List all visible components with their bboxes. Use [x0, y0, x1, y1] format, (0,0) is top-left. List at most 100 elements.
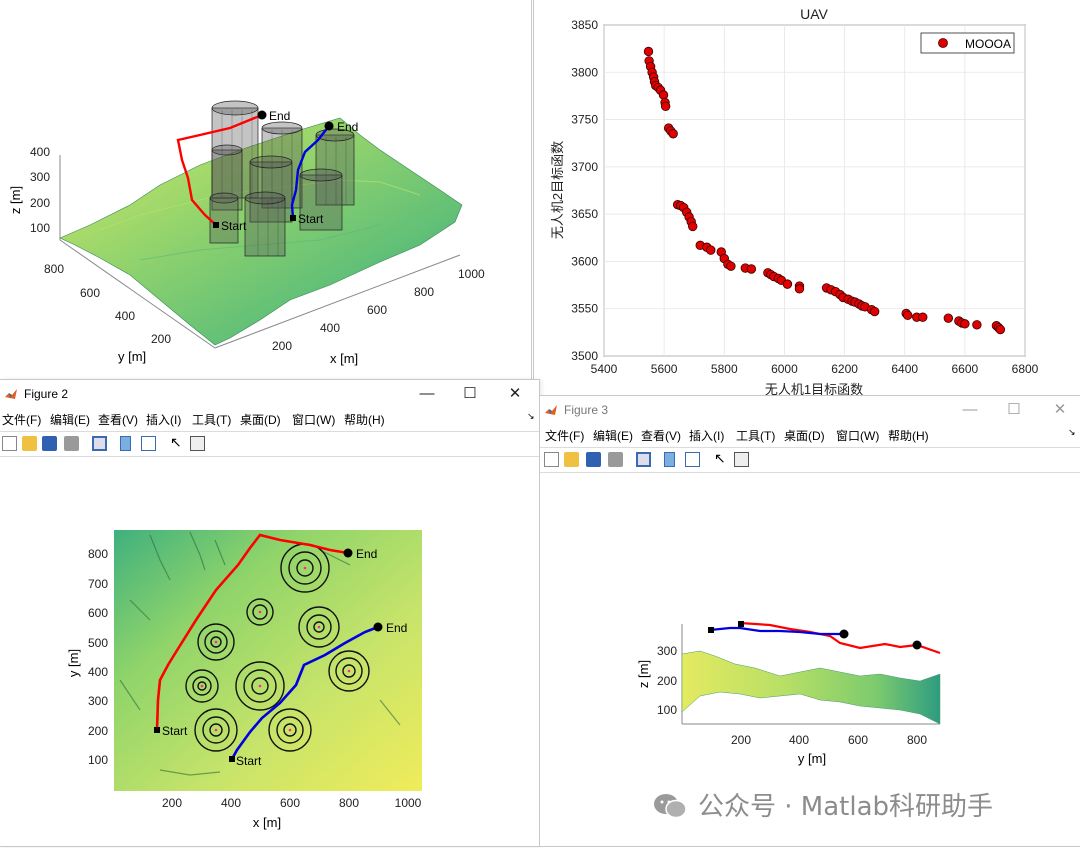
close-button[interactable]: ✕ — [508, 385, 522, 402]
y-axis-label: y [m] — [118, 349, 146, 364]
end-marker-2 — [324, 121, 334, 131]
colorbar-icon[interactable] — [664, 452, 675, 467]
pareto-axes-box — [603, 24, 1026, 357]
y-tick: 800 — [907, 733, 927, 747]
menu-desktop[interactable]: 桌面(D) — [784, 429, 825, 443]
menu-window[interactable]: 窗口(W) — [836, 429, 880, 443]
y-axis-label: y [m] — [66, 649, 81, 677]
pareto-point — [794, 284, 805, 294]
y-tick-label: 3750 — [571, 113, 598, 127]
print-icon[interactable] — [64, 436, 79, 451]
start-marker-1 — [213, 222, 219, 228]
menu-help[interactable]: 帮助(H) — [344, 413, 385, 427]
menu-window[interactable]: 窗口(W) — [292, 413, 336, 427]
new-figure-icon[interactable] — [544, 452, 559, 467]
terrain-sideview — [681, 650, 941, 725]
x-tick: 600 — [280, 796, 300, 810]
minimize-button[interactable]: — — [962, 401, 978, 418]
link-plot-icon[interactable] — [636, 452, 651, 467]
y-tick: 400 — [88, 665, 108, 679]
z-axis-label: z [m] — [636, 660, 651, 688]
figure3-toolbar: ↖ — [540, 447, 1080, 473]
legend-icon[interactable] — [685, 452, 700, 467]
z-tick: 200 — [30, 196, 50, 210]
menu-help[interactable]: 帮助(H) — [888, 429, 929, 443]
y-tick: 500 — [88, 636, 108, 650]
y-tick-label: 3550 — [571, 302, 598, 316]
menu-tools[interactable]: 工具(T) — [736, 429, 776, 443]
link-plot-icon[interactable] — [92, 436, 107, 451]
maximize-button[interactable]: ☐ — [1007, 401, 1021, 418]
path-uav2-3d — [290, 125, 330, 219]
menu-edit[interactable]: 编辑(E) — [50, 413, 90, 427]
open-file-icon[interactable] — [564, 452, 579, 467]
figure2-title: Figure 2 — [24, 387, 69, 401]
end-label-2: End — [337, 120, 358, 134]
z-tick: 100 — [657, 703, 677, 717]
x-tick: 400 — [320, 321, 340, 335]
pointer-icon[interactable]: ↖ — [170, 434, 182, 450]
y-tick-label: 3700 — [571, 160, 598, 174]
x-tick: 400 — [221, 796, 241, 810]
start-label-1: Start — [221, 219, 247, 233]
figure3-title: Figure 3 — [564, 403, 609, 417]
menu-insert[interactable]: 插入(I) — [146, 413, 182, 427]
menu-tools[interactable]: 工具(T) — [192, 413, 232, 427]
save-icon[interactable] — [586, 452, 601, 467]
pareto-point — [726, 261, 736, 271]
path-uav2-sideview — [709, 626, 845, 636]
wechat-icon — [654, 794, 687, 819]
y-tick: 400 — [789, 733, 809, 747]
property-editor-icon[interactable] — [190, 436, 205, 451]
watermark: 公众号 · Matlab科研助手 — [654, 786, 993, 823]
pareto-point — [995, 324, 1006, 335]
figure2-plot: End End Start Start 800 700 600 500 400 … — [66, 530, 422, 830]
property-editor-icon[interactable] — [734, 452, 749, 467]
x-tick: 200 — [162, 796, 182, 810]
pareto-ylabel: 无人机2目标函数 — [550, 141, 565, 239]
path-uav1-sideview — [739, 621, 941, 655]
print-icon[interactable] — [608, 452, 623, 467]
pointer-icon[interactable]: ↖ — [714, 450, 726, 466]
menu-desktop[interactable]: 桌面(D) — [240, 413, 281, 427]
colorbar-icon[interactable] — [120, 436, 131, 451]
matlab-logo-icon — [545, 405, 557, 415]
pareto-point — [782, 279, 793, 289]
maximize-button[interactable]: ☐ — [463, 385, 477, 402]
legend-icon[interactable] — [141, 436, 156, 451]
y-tick: 400 — [115, 309, 135, 323]
menu-dock-arrow-icon[interactable]: ↘ — [1068, 427, 1076, 437]
close-button[interactable]: ✕ — [1053, 401, 1067, 418]
open-file-icon[interactable] — [22, 436, 37, 451]
save-icon[interactable] — [42, 436, 57, 451]
z-tick: 300 — [30, 170, 50, 184]
obstacle-circles — [185, 543, 370, 752]
start-label-2: Start — [236, 754, 262, 768]
y-axis-label: y [m] — [798, 751, 826, 766]
pareto-title: UAV — [800, 6, 828, 22]
path-uav2-topview — [230, 625, 379, 760]
watermark-text: 公众号 · Matlab科研助手 — [698, 792, 994, 822]
menu-dock-arrow-icon[interactable]: ↘ — [527, 411, 535, 421]
new-figure-icon[interactable] — [2, 436, 17, 451]
y-tick-label: 3800 — [571, 65, 598, 79]
menu-view[interactable]: 查看(V) — [98, 413, 138, 427]
y-tick: 700 — [88, 577, 108, 591]
menu-view[interactable]: 查看(V) — [641, 429, 681, 443]
z-tick: 100 — [30, 221, 50, 235]
pareto-window: UAV 5400 5600 5800 6000 6200 6400 6600 6800 385… — [533, 0, 1080, 397]
figure1-window: End End Start Start 400 300 200 100 z [m… — [0, 0, 532, 380]
menu-insert[interactable]: 插入(I) — [689, 429, 725, 443]
z-axis-label: z [m] — [8, 186, 23, 214]
x-tick-label: 6200 — [831, 362, 858, 376]
x-axis-label: x [m] — [330, 351, 358, 366]
start-label-1: Start — [162, 724, 188, 738]
pareto-point — [903, 310, 913, 321]
pareto-point — [660, 101, 671, 112]
menu-file[interactable]: 文件(F) — [2, 413, 42, 427]
y-tick: 100 — [88, 753, 108, 767]
minimize-button[interactable]: — — [419, 385, 435, 402]
pareto-point — [943, 313, 954, 323]
menu-edit[interactable]: 编辑(E) — [593, 429, 633, 443]
menu-file[interactable]: 文件(F) — [545, 429, 585, 443]
